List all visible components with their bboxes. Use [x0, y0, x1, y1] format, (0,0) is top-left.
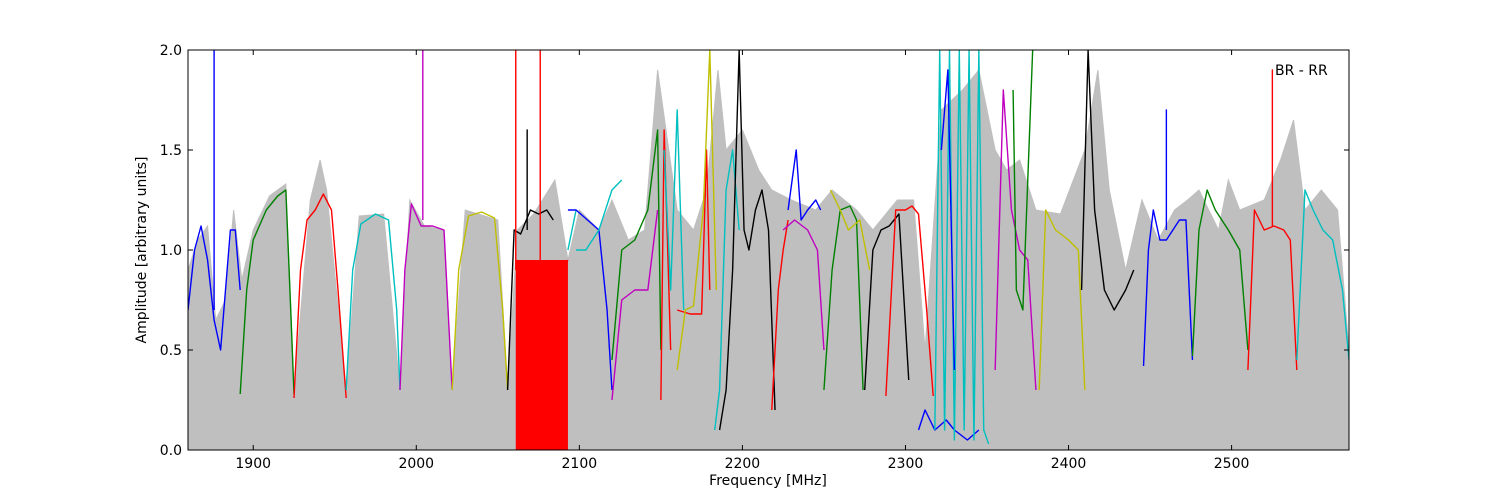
series-line-26	[787, 149, 822, 221]
series-line-30	[885, 205, 934, 397]
series-line-36	[1038, 209, 1086, 391]
x-tick-label: 2000	[398, 456, 434, 472]
series-line-29	[864, 213, 910, 391]
series-line-0	[188, 225, 241, 351]
series-line-17	[611, 209, 659, 401]
series-line-33	[940, 69, 956, 371]
series-line-25	[782, 219, 825, 351]
series-line-13	[567, 209, 577, 251]
plot-area	[188, 50, 1349, 450]
series-line-31	[917, 409, 980, 441]
series-line-38	[1142, 209, 1194, 367]
series-line-10	[516, 259, 569, 281]
y-tick-label: 2.0	[160, 43, 182, 59]
series-line-14	[567, 209, 613, 391]
series-line-23	[718, 50, 776, 431]
x-tick-label: 2200	[725, 456, 761, 472]
chart-annotation: BR - RR	[1275, 63, 1328, 79]
series-line-5	[399, 203, 453, 391]
series-line-35	[1012, 50, 1034, 311]
series-line-21	[676, 50, 718, 371]
y-axis-label: Amplitude [arbitrary units]	[134, 157, 150, 344]
series-line-7	[451, 211, 509, 391]
series-line-15	[576, 179, 623, 251]
x-tick-label: 1900	[235, 456, 271, 472]
series-line-43	[1296, 189, 1349, 361]
series-line-18	[660, 129, 672, 401]
axis-ticks: 1900 2000 2100 2200 2300 2400 2500 0.0 0.5 1.0 1.5…	[160, 43, 1349, 472]
series-line-16	[611, 129, 662, 361]
series-line-20	[676, 149, 711, 315]
x-axis-label: Frequency [MHz]	[709, 473, 827, 489]
red-band	[515, 260, 568, 450]
x-tick-label: 2400	[1051, 456, 1087, 472]
y-tick-label: 0.5	[160, 343, 182, 359]
series-line-28	[829, 189, 871, 271]
series-line-32	[934, 50, 990, 445]
series-line-4	[345, 213, 401, 391]
series-line-27	[823, 205, 864, 391]
x-tick-label: 2500	[1214, 456, 1250, 472]
series-line-24	[771, 219, 789, 411]
series-line-37	[1080, 50, 1135, 311]
series-line-41	[1247, 209, 1298, 371]
envelope-area	[188, 68, 1349, 450]
series-line-2	[239, 189, 295, 395]
series-line-19	[663, 109, 685, 311]
series-line-3	[293, 193, 347, 399]
series-line-40	[1191, 189, 1249, 357]
y-tick-label: 1.5	[160, 143, 182, 159]
x-tick-label: 2300	[888, 456, 924, 472]
y-tick-label: 1.0	[160, 243, 182, 259]
series-line-8	[506, 209, 554, 391]
y-tick-label: 0.0	[160, 443, 182, 459]
x-tick-label: 2100	[562, 456, 598, 472]
